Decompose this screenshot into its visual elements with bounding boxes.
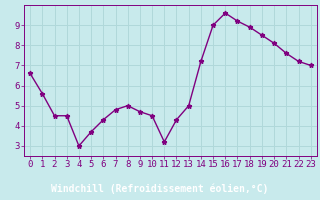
Text: Windchill (Refroidissement éolien,°C): Windchill (Refroidissement éolien,°C) — [51, 183, 269, 194]
